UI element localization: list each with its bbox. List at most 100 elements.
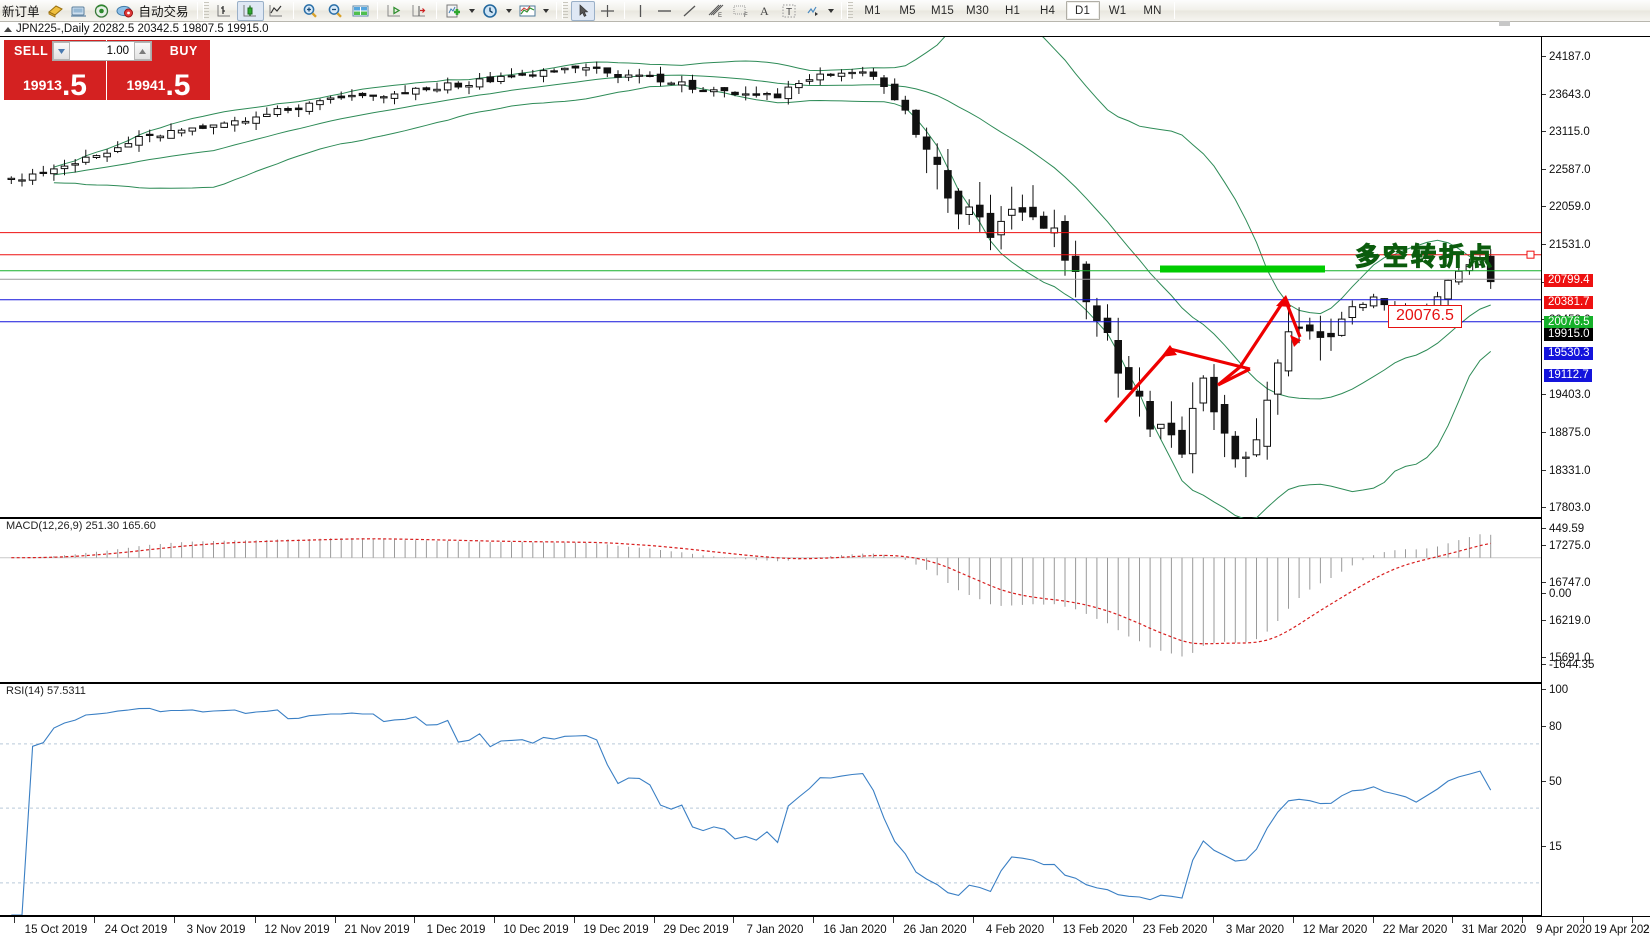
price-tick-3: 22587.0 [1542,164,1591,177]
vertical-line-icon[interactable] [629,1,652,21]
time-tick-13 [1053,917,1054,923]
time-tick-7 [574,917,575,923]
macd-pane[interactable]: MACD(12,26,9) 251.30 165.60 [0,518,1541,683]
auto-trading-label: 自动交易 [138,5,189,19]
main-toolbar: 新订单 自动交易 [0,0,1650,22]
toolbar-divider-6 [623,2,625,19]
time-label-10: 16 Jan 2020 [823,924,887,936]
price-level-tag-19915.0[interactable]: 19915.0 [1544,328,1593,341]
templates-dropdown-icon[interactable] [468,8,475,13]
data-window-icon[interactable] [67,1,90,21]
line-chart-icon[interactable] [264,1,289,21]
periods-dropdown-icon[interactable] [505,8,512,13]
shapes-icon[interactable] [801,1,825,21]
collapse-triangle-icon[interactable] [4,26,12,32]
price-pane[interactable] [0,37,1541,518]
volume-increment-button[interactable] [134,42,151,60]
time-label-15: 3 Mar 2020 [1225,924,1285,936]
price-level-tag-20076.5[interactable]: 20076.5 [1544,316,1593,329]
templates-icon[interactable] [441,1,466,21]
shapes-dropdown-icon[interactable] [827,8,834,13]
rsi-tick-0: 100 [1542,684,1568,697]
auto-trading-icon[interactable] [113,1,137,21]
horizontal-line-icon[interactable] [652,1,677,21]
fibonacci-icon[interactable]: E [702,1,728,21]
zoom-out-icon[interactable] [323,1,348,21]
expert-advisor-icon[interactable] [44,1,67,21]
price-tick-13: 16747.0 [1542,577,1591,590]
macd-canvas [0,534,1541,657]
rsi-canvas [0,707,1541,915]
zoom-in-icon[interactable] [298,1,323,21]
timeframe-w1[interactable]: W1 [1108,4,1127,17]
indicators-icon[interactable] [348,1,373,21]
timeframe-m30[interactable]: M30 [966,4,990,17]
chart-scroll-handle[interactable] [1499,21,1510,26]
toolbar-grip[interactable] [202,2,209,19]
time-label-4: 21 Nov 2019 [344,924,410,936]
volume-field[interactable]: 1.00 [52,41,152,61]
navigator-icon[interactable] [90,1,113,21]
new-order-button[interactable]: 新订单 [0,1,44,21]
trendline-icon[interactable] [677,1,702,21]
price-tick-10: 18331.0 [1542,465,1591,478]
price-tick-0: 24187.0 [1542,51,1591,64]
time-tick-18 [1452,917,1453,923]
price-tick-2: 23115.0 [1542,126,1590,139]
price-level-tag-20799.4[interactable]: 20799.4 [1544,274,1593,287]
volume-decrement-button[interactable] [53,42,70,60]
text-icon[interactable]: A [754,1,777,21]
sell-label: SELL [14,44,49,58]
timeframe-m5[interactable]: M5 [899,4,916,17]
equidistant-channel-icon[interactable]: F [728,1,754,21]
time-label-19: 9 Apr 2020 [1536,924,1592,936]
time-tick-15 [1213,917,1214,923]
volume-value[interactable]: 1.00 [106,45,129,57]
chart-area[interactable]: MACD(12,26,9) 251.30 165.60 RSI(14) 57.5… [0,37,1650,943]
toolbar-divider [196,2,198,19]
buy-label: BUY [169,44,198,58]
price-level-tag-19530.3[interactable]: 19530.3 [1544,347,1593,360]
chart-properties-icon[interactable] [515,1,540,21]
text-label-icon[interactable]: T [777,1,801,21]
candlestick-chart-icon[interactable] [236,0,264,21]
timeframe-m1[interactable]: M1 [864,4,881,17]
timeframe-h1[interactable]: H1 [1004,4,1021,17]
toolbar-grip-3[interactable] [846,2,853,19]
timeframe-mn[interactable]: MN [1143,4,1162,17]
auto-trading-button[interactable]: 自动交易 [137,1,193,21]
chart-properties-dropdown-icon[interactable] [542,8,549,13]
time-label-13: 13 Feb 2020 [1062,924,1128,936]
time-label-16: 12 Mar 2020 [1302,924,1368,936]
timeframe-d1[interactable]: D1 [1065,1,1100,20]
rsi-label: RSI(14) 57.5311 [4,685,88,697]
timeframe-m15[interactable]: M15 [931,4,955,17]
price-tick-9: 18875.0 [1542,427,1591,440]
time-axis[interactable]: 15 Oct 2019 24 Oct 2019 3 Nov 2019 12 Nov 2… [0,916,1650,943]
toolbar-divider-5 [555,2,557,19]
price-tick-8: 19403.0 [1542,389,1591,402]
time-tick-5 [414,917,415,923]
rsi-pane[interactable]: RSI(14) 57.5311 [0,683,1541,916]
time-label-6: 10 Dec 2019 [503,924,569,936]
timeframe-h4[interactable]: H4 [1039,4,1056,17]
price-tick-12: 17275.0 [1542,540,1591,553]
buy-button[interactable]: BUY 19941.5 [107,40,210,101]
time-tick-2 [174,917,175,923]
toolbar-grip-2[interactable] [561,2,568,19]
crosshair-icon[interactable] [595,1,620,21]
price-level-tag-20381.7[interactable]: 20381.7 [1544,296,1593,309]
periods-icon[interactable] [478,1,503,21]
chart-shift-icon[interactable] [407,1,432,21]
cursor-icon[interactable] [570,0,595,21]
auto-scroll-icon[interactable] [382,1,407,21]
time-label-9: 7 Jan 2020 [746,924,804,936]
symbol-ohlc-text: JPN225-,Daily 20282.5 20342.5 19807.5 19… [16,23,269,35]
bar-chart-icon[interactable] [212,1,237,21]
price-level-tag-19112.7[interactable]: 19112.7 [1544,369,1592,382]
time-label-8: 29 Dec 2019 [663,924,729,936]
time-tick-9 [733,917,734,923]
price-axis[interactable]: 24187.0 23643.0 23115.0 22587.0 22059.0 21531… [1541,37,1650,916]
new-order-label: 新订单 [2,5,40,19]
toolbar-divider-7 [840,2,842,19]
